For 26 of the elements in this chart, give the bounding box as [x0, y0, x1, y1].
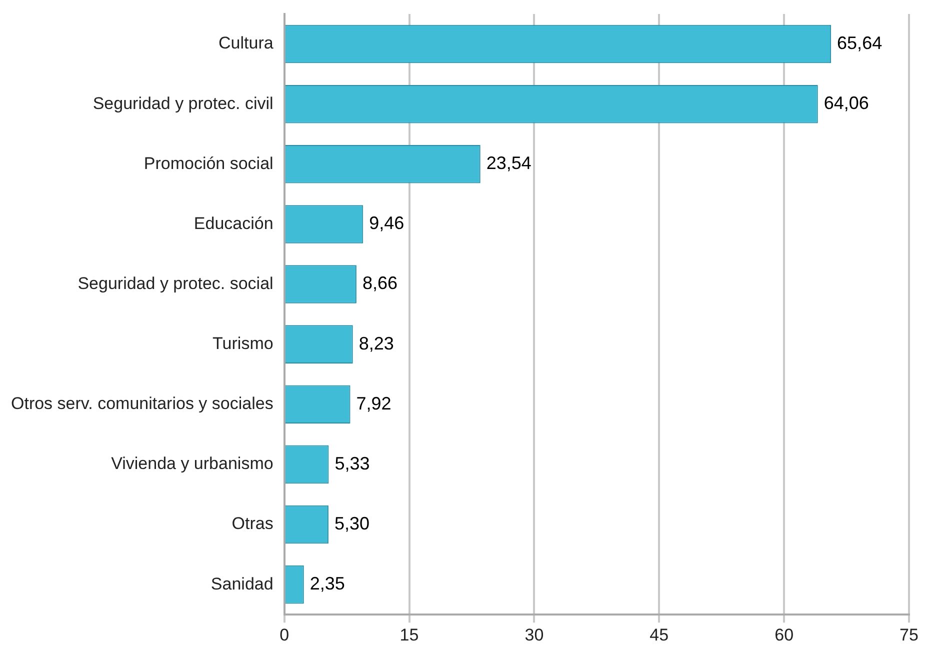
data-label: 2,35	[310, 574, 345, 594]
y-tick-label: Otros serv. comunitarios y sociales	[10, 394, 274, 414]
data-label: 23,54	[486, 153, 532, 174]
data-label: 9,46	[369, 213, 404, 234]
data-label: 8,23	[358, 333, 394, 354]
x-tick-label: 45	[650, 625, 669, 644]
data-label: 65,64	[837, 33, 882, 53]
y-tick-label: Promoción social	[144, 154, 274, 173]
y-tick-label: Seguridad y protec. social	[78, 274, 274, 293]
x-tick-label: 75	[900, 625, 918, 644]
x-tick-label: 60	[774, 625, 794, 644]
y-tick-label: Educación	[194, 214, 274, 233]
x-tick-label: 30	[524, 625, 544, 644]
y-tick-label: Vivienda y urbanismo	[111, 454, 274, 474]
data-label: 64,06	[824, 93, 869, 114]
y-tick-label: Seguridad y protec. civil	[92, 94, 274, 113]
y-tick-label: Turismo	[212, 334, 274, 354]
data-label: 5,33	[334, 453, 370, 474]
data-label: 5,30	[334, 513, 370, 534]
y-tick-label: Cultura	[218, 34, 274, 53]
x-tick-label: 0	[280, 625, 290, 644]
y-tick-label: Otras	[232, 514, 274, 534]
data-label: 7,92	[356, 393, 392, 414]
x-tick-label: 15	[400, 625, 419, 644]
y-tick-label: Sanidad	[210, 574, 274, 594]
data-label: 8,66	[362, 273, 398, 294]
